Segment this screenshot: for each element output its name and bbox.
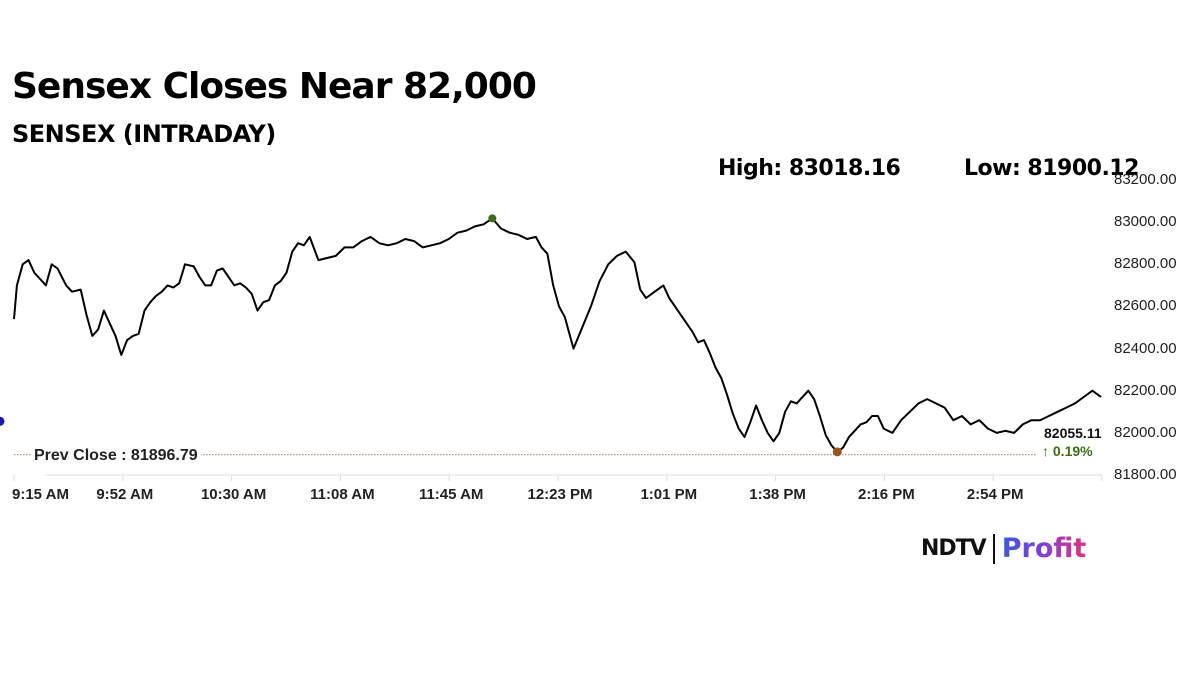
x-tick-label: 10:30 AM [200,486,267,503]
y-tick-label: 82800.00 [1114,255,1177,273]
y-tick-label: 82400.00 [1114,339,1177,357]
x-tick-label: 2:54 PM [966,486,1024,503]
change-label: ↑ 0.19% [1042,443,1093,459]
high-label: High: 83018.16 [718,156,901,181]
last-marker [0,416,5,426]
x-tick-label: 1:01 PM [640,486,698,503]
x-tick-label: 9:15 AM [12,486,69,503]
prev-close-label: Prev Close : 81896.79 [31,447,201,465]
low-marker [832,447,842,457]
x-axis-ticks [13,475,1103,481]
x-tick-label: 11:08 AM [310,486,375,503]
chart-title: Sensex Closes Near 82,000 [12,66,537,107]
x-tick-label: 1:38 PM [749,486,806,503]
last-value-label: 82055.11 [1044,425,1102,441]
x-tick-label: 12:23 PM [527,486,593,503]
low-label: Low: 81900.12 [964,156,1139,181]
x-tick-label: 2:16 PM [858,486,915,503]
profit-logo-text: Profit [1001,533,1087,564]
chart-subtitle: SENSEX (INTRADAY) [12,120,276,148]
y-tick-label: 82200.00 [1114,381,1177,399]
x-tick-label: 11:45 AM [418,486,484,503]
logo-divider [992,533,995,564]
y-tick-label: 82000.00 [1114,423,1177,441]
x-tick-label: 9:52 AM [96,486,154,503]
y-tick-label: 83000.00 [1114,213,1177,231]
brand-logo: NDTV Profit [921,533,1086,564]
y-tick-label: 83200.00 [1114,171,1177,188]
high-marker [488,214,497,223]
y-tick-label: 82600.00 [1114,297,1177,315]
y-tick-label: 81800.00 [1114,466,1177,483]
price-line [13,217,1102,453]
ndtv-logo-text: NDTV [921,536,987,561]
